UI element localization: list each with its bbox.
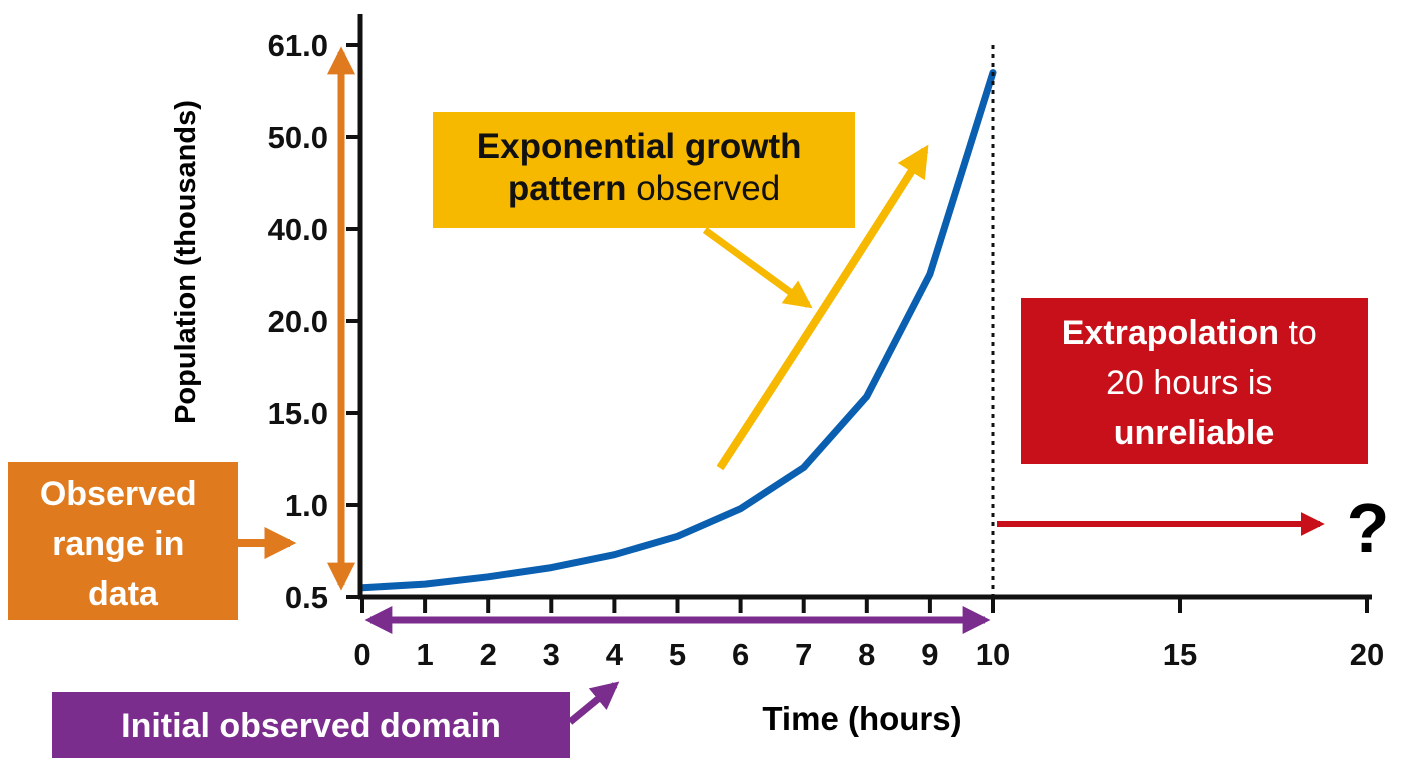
growth-box — [433, 112, 855, 228]
growth-arrow — [716, 144, 929, 471]
x-tick-label: 9 — [921, 637, 938, 672]
x-tick-label: 6 — [732, 637, 749, 672]
range-line: data — [88, 575, 159, 613]
x-tick-label: 1 — [416, 637, 433, 672]
extrapolation-normal: to — [1288, 314, 1316, 352]
domain-pointer — [567, 681, 620, 725]
range-text: Observed range in data — [40, 475, 206, 613]
extrapolation-bold: Extrapolation — [1062, 314, 1279, 352]
extrapolation-box — [1021, 298, 1368, 464]
range-line: Observed — [40, 475, 197, 513]
x-tick-label: 5 — [669, 637, 686, 672]
x-tick-label: 7 — [795, 637, 812, 672]
extrapolation-bold: unreliable — [1114, 414, 1275, 452]
growth-text: Exponential growth pattern observed — [477, 127, 811, 208]
plot — [358, 69, 997, 592]
growth-bold: pattern — [508, 169, 627, 208]
y-axis-title: Population (thousands) — [170, 100, 202, 424]
y-tick-label: 50.0 — [268, 120, 328, 155]
y-tick-label: 61.0 — [268, 28, 328, 63]
range-box — [8, 462, 238, 620]
growth-pointer — [702, 227, 813, 309]
growth-bold: Exponential growth — [477, 127, 802, 166]
y-tick-label: 40.0 — [268, 212, 328, 247]
growth-normal: observed — [636, 169, 780, 208]
x-tick-label: 8 — [858, 637, 875, 672]
x-tick-label: 3 — [543, 637, 560, 672]
growth-curve — [358, 69, 997, 592]
y-tick-label: 15.0 — [268, 396, 328, 431]
domain-box — [52, 692, 570, 758]
x-axis-title: Time (hours) — [762, 700, 961, 737]
y-tick-label: 20.0 — [268, 304, 328, 339]
extrapolation-normal: 20 hours is — [1106, 364, 1272, 402]
x-tick-label: 10 — [976, 637, 1010, 672]
y-tick-label: 1.0 — [285, 488, 328, 523]
x-tick-label: 0 — [353, 637, 370, 672]
y-tick-label: 0.5 — [285, 580, 328, 615]
range-line: range in — [52, 525, 184, 563]
question-mark: ? — [1347, 489, 1390, 567]
x-tick-label: 2 — [480, 637, 497, 672]
x-tick-label: 15 — [1163, 637, 1197, 672]
domain-text: Initial observed domain — [121, 707, 501, 745]
x-tick-label: 4 — [606, 637, 624, 672]
extrapolation-text: Extrapolation to 20 hours is unreliable — [1062, 314, 1327, 452]
x-tick-label: 20 — [1350, 637, 1384, 672]
